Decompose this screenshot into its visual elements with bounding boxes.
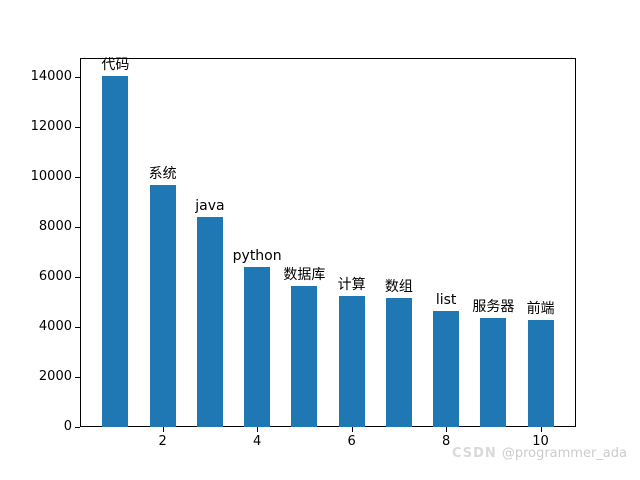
y-tick-mark xyxy=(75,176,80,178)
y-tick-label: 2000 xyxy=(38,368,72,384)
y-tick-mark xyxy=(75,226,80,228)
bar xyxy=(244,267,271,427)
bar-label: list xyxy=(435,291,457,308)
y-tick-label: 10000 xyxy=(30,168,72,184)
bar xyxy=(291,286,318,427)
y-tick-label: 14000 xyxy=(30,68,72,84)
bar xyxy=(102,75,129,427)
bar-label: 数据库 xyxy=(283,267,326,284)
bar xyxy=(385,298,412,427)
x-tick-label: 10 xyxy=(532,434,549,449)
bar-label: 服务器 xyxy=(472,299,515,316)
bar xyxy=(480,318,507,427)
y-tick-mark xyxy=(75,76,80,78)
bar xyxy=(196,216,223,427)
bar-label: 计算 xyxy=(337,276,366,293)
x-tick-mark xyxy=(257,427,259,432)
bar-label: 数组 xyxy=(384,279,413,296)
x-tick-mark xyxy=(162,427,164,432)
y-tick-mark xyxy=(75,276,80,278)
y-tick-label: 0 xyxy=(63,419,72,434)
x-tick-label: 8 xyxy=(441,434,451,449)
bar xyxy=(338,295,365,427)
y-tick-mark xyxy=(75,126,80,128)
y-tick-mark xyxy=(75,427,80,428)
bar-label: python xyxy=(232,248,282,265)
bar xyxy=(149,184,176,427)
x-tick-label: 2 xyxy=(158,434,167,449)
x-tick-label: 6 xyxy=(347,434,356,449)
bar-label: 代码 xyxy=(101,56,130,73)
bar-label: java xyxy=(195,197,225,214)
x-tick-label: 4 xyxy=(253,434,262,449)
y-tick-mark xyxy=(75,326,80,328)
y-tick-label: 6000 xyxy=(38,268,72,284)
x-tick-mark xyxy=(540,427,542,432)
bar-label: 系统 xyxy=(148,165,177,182)
bar xyxy=(433,310,460,427)
y-tick-label: 12000 xyxy=(30,118,72,134)
y-tick-mark xyxy=(75,376,80,378)
x-tick-mark xyxy=(446,427,448,432)
y-tick-label: 8000 xyxy=(38,218,72,234)
y-tick-label: 4000 xyxy=(38,318,72,334)
watermark-handle: @programmer_ada xyxy=(501,446,627,461)
csdn-watermark: CSDN @programmer_ada xyxy=(452,446,627,462)
csdn-logo: CSDN xyxy=(451,446,497,461)
bar-label: 前端 xyxy=(526,300,555,317)
bar xyxy=(527,319,554,427)
x-tick-mark xyxy=(351,427,353,432)
